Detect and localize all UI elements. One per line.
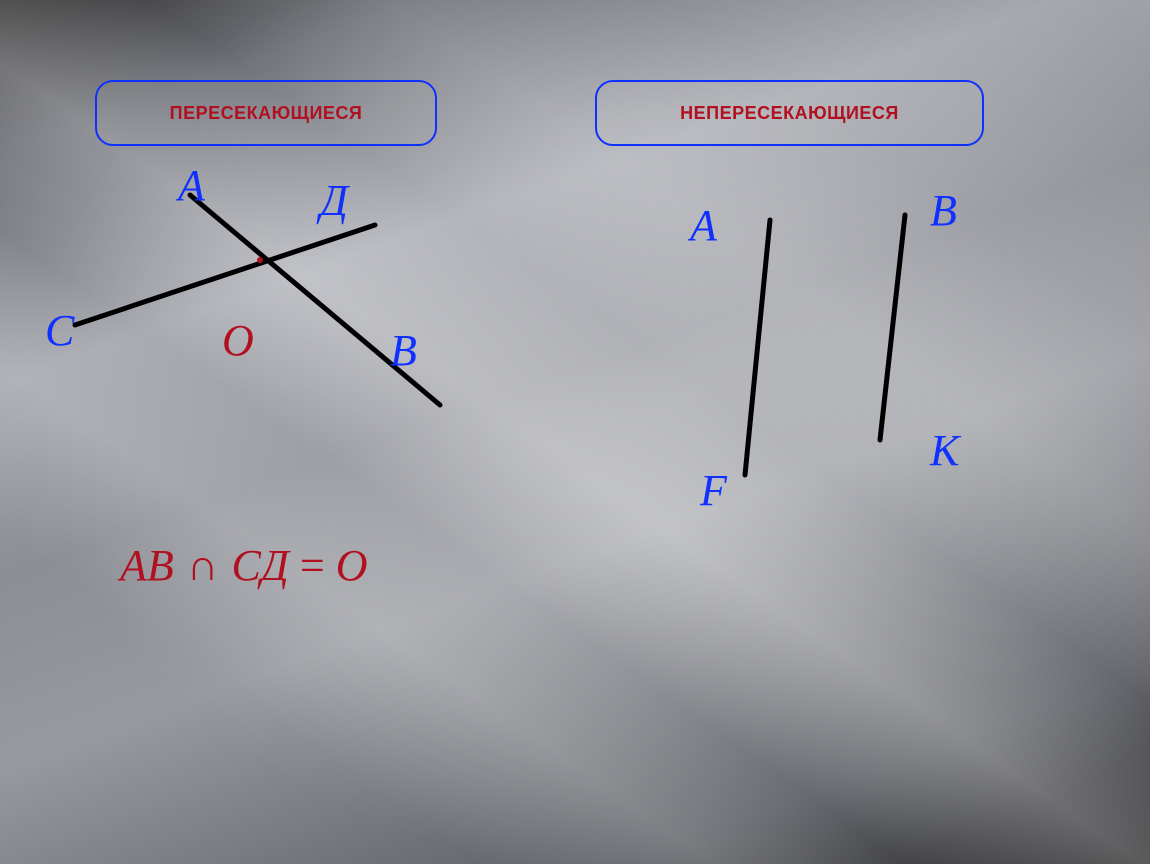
label-b-left: В: [390, 325, 417, 376]
line-bk: [880, 215, 905, 440]
intersection-formula: АВ ∩ СД = О: [120, 540, 368, 591]
label-o-left: О: [222, 315, 254, 366]
label-b-right: В: [930, 185, 957, 236]
label-a-left: А: [178, 160, 205, 211]
formula-eq: =: [300, 541, 336, 590]
formula-ab: АВ: [120, 541, 174, 590]
label-f-right: F: [700, 465, 727, 516]
line-af: [745, 220, 770, 475]
label-c-left: С: [45, 305, 74, 356]
label-k-right: К: [930, 425, 959, 476]
label-a-right: А: [690, 200, 717, 251]
intersection-point-dot: [257, 257, 263, 263]
label-d-left: Д: [320, 175, 348, 226]
formula-o: О: [336, 541, 368, 590]
formula-cd: СД: [232, 541, 289, 590]
formula-cap: ∩: [185, 541, 221, 590]
diagram-svg: [0, 0, 1150, 864]
